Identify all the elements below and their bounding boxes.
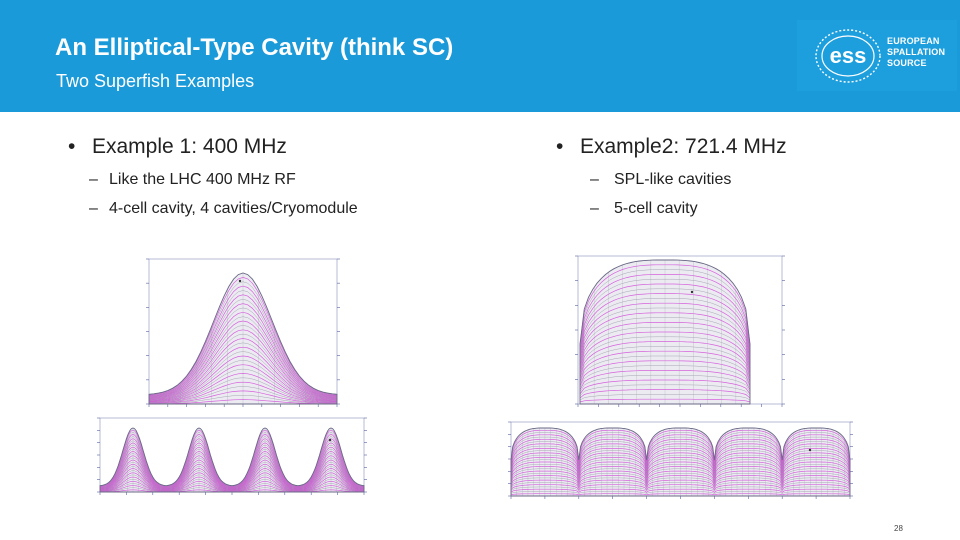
sub-bullet: – Like the LHC 400 MHz RF xyxy=(89,171,296,189)
bullet-dot: • xyxy=(68,135,76,158)
sub-text: 5-cell cavity xyxy=(614,200,698,217)
cavity-outline xyxy=(579,259,751,405)
sub-dash: – xyxy=(89,200,98,217)
logo-mark-text: ess xyxy=(830,43,867,68)
sub-dash: – xyxy=(89,171,98,188)
sub-text: Like the LHC 400 MHz RF xyxy=(109,171,296,188)
slide-subtitle: Two Superfish Examples xyxy=(56,71,255,91)
cavity-outline xyxy=(510,427,851,497)
cavity-outline xyxy=(148,272,338,405)
ess-logo: ess EUROPEAN SPALLATION SOURCE xyxy=(797,20,957,91)
bullet-text: Example2: 721.4 MHz xyxy=(580,135,787,158)
cavity-fill xyxy=(100,428,364,492)
field-probe-point xyxy=(238,279,242,283)
bullet-dot: • xyxy=(556,135,564,158)
title-banner: An Elliptical-Type Cavity (think SC) Two… xyxy=(0,0,960,112)
sub-dash: – xyxy=(590,200,599,217)
field-plot-4-cell-400mhz xyxy=(97,417,367,495)
ess-logo-mark-icon: ess xyxy=(815,29,881,83)
field-plot-single-cell-721mhz xyxy=(575,255,785,407)
sub-bullet: –5-cell cavity xyxy=(590,200,698,218)
logo-line: SPALLATION xyxy=(887,47,946,57)
bullet-example-2: • Example2: 721.4 MHz xyxy=(556,135,787,159)
slide-title: An Elliptical-Type Cavity (think SC) xyxy=(55,34,454,61)
sub-bullet: –4-cell cavity, 4 cavities/Cryomodule xyxy=(89,200,358,218)
field-plot-5-cell-721mhz xyxy=(508,421,853,499)
field-plot-single-cell-400mhz xyxy=(146,258,340,407)
page-number: 28 xyxy=(894,524,903,533)
field-probe-point xyxy=(690,290,694,294)
sub-bullet: – SPL-like cavities xyxy=(590,171,731,189)
cavity-outline xyxy=(99,427,365,493)
logo-wordmark: EUROPEAN SPALLATION SOURCE xyxy=(887,36,945,69)
sub-dash: – xyxy=(590,171,599,188)
field-probe-point xyxy=(808,448,812,452)
bullet-example-1: • Example 1: 400 MHz xyxy=(68,135,287,159)
sub-text: SPL-like cavities xyxy=(614,171,732,188)
bullet-text: Example 1: 400 MHz xyxy=(92,135,287,158)
logo-line: EUROPEAN xyxy=(887,36,940,46)
sub-text: 4-cell cavity, 4 cavities/Cryomodule xyxy=(109,200,358,217)
field-probe-point xyxy=(328,438,332,442)
logo-line: SOURCE xyxy=(887,58,927,68)
